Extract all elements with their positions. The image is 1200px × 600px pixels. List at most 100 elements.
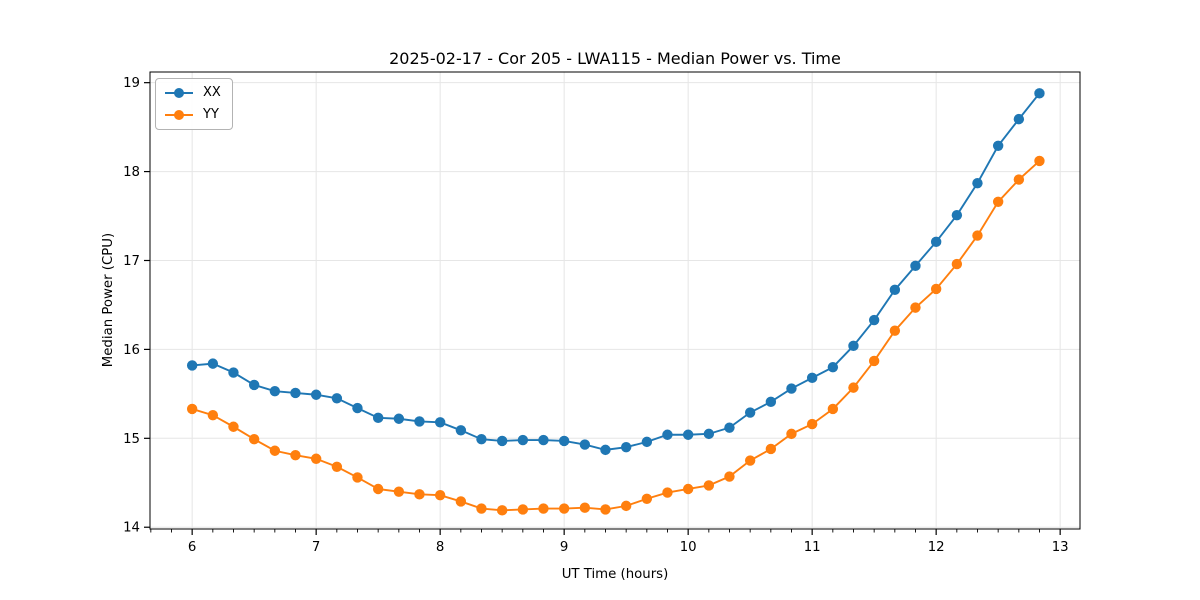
- data-point: [228, 421, 239, 432]
- data-point: [641, 493, 653, 504]
- data-point: [290, 450, 301, 461]
- data-point: [641, 436, 653, 448]
- data-point: [662, 429, 673, 440]
- data-point: [352, 402, 363, 414]
- data-point: [290, 387, 301, 399]
- data-point: [269, 445, 281, 456]
- data-point: [434, 490, 446, 501]
- x-tick-label: 9: [560, 540, 568, 555]
- data-point: [414, 489, 425, 500]
- data-point: [868, 355, 880, 367]
- data-point: [806, 418, 818, 430]
- x-tick-label: 12: [928, 540, 945, 555]
- data-point: [207, 358, 219, 369]
- data-point: [889, 284, 901, 296]
- data-point: [910, 302, 921, 313]
- data-point: [848, 382, 859, 393]
- data-point: [951, 209, 963, 221]
- legend-label-xx: XX: [203, 85, 221, 100]
- data-point: [744, 407, 756, 418]
- data-point: [620, 500, 632, 512]
- data-point: [600, 504, 611, 515]
- data-point: [248, 379, 260, 391]
- data-point: [827, 361, 839, 373]
- data-point: [786, 383, 797, 394]
- data-point: [414, 416, 425, 427]
- data-point: [682, 483, 694, 495]
- x-tick-label: 6: [188, 540, 196, 555]
- data-point: [558, 503, 570, 514]
- data-point: [517, 504, 529, 515]
- data-point: [1013, 113, 1025, 125]
- data-point: [538, 434, 549, 446]
- data-point: [393, 486, 405, 497]
- data-point: [930, 236, 942, 248]
- data-point: [352, 472, 363, 483]
- series-xx: [186, 88, 1045, 456]
- data-point: [992, 140, 1004, 151]
- x-tick-label: 13: [1052, 540, 1069, 555]
- data-point: [372, 483, 384, 495]
- x-tick-label: 11: [804, 540, 821, 555]
- data-point: [434, 417, 446, 428]
- data-point: [620, 442, 632, 453]
- x-tick-label: 10: [680, 540, 697, 555]
- series-yy: [186, 155, 1045, 516]
- legend-dot: [174, 88, 184, 98]
- data-point: [496, 435, 508, 447]
- data-point: [186, 403, 198, 415]
- data-point: [517, 434, 529, 446]
- data-point: [930, 283, 942, 295]
- data-point: [724, 422, 735, 433]
- data-point: [703, 428, 715, 440]
- data-point: [248, 434, 260, 445]
- x-tick-label: 7: [312, 540, 320, 555]
- legend-entry-yy: YY: [163, 105, 221, 125]
- data-point: [972, 177, 983, 189]
- data-point: [331, 461, 343, 472]
- data-point: [1013, 174, 1025, 185]
- y-tick-label: 16: [123, 343, 140, 358]
- data-point: [848, 340, 859, 352]
- legend-marker-yy: [165, 110, 193, 120]
- data-point: [538, 503, 549, 514]
- data-point: [579, 502, 591, 513]
- data-point: [662, 487, 673, 498]
- data-point: [682, 429, 694, 440]
- data-point: [1034, 88, 1045, 99]
- data-point: [765, 443, 777, 455]
- data-point: [372, 412, 384, 424]
- data-point: [476, 434, 487, 445]
- data-point: [889, 325, 901, 336]
- data-point: [992, 196, 1004, 208]
- y-axis-label: Median Power (CPU): [101, 233, 116, 367]
- chart-title: 2025-02-17 - Cor 205 - LWA115 - Median P…: [389, 49, 841, 68]
- data-point: [972, 230, 983, 241]
- data-point: [476, 503, 487, 514]
- tick-labels: 6 7 8 9 10 11 12 13 14 15 16 17 18 19: [123, 76, 1069, 555]
- data-point: [765, 396, 777, 408]
- data-point: [724, 471, 735, 482]
- data-point: [558, 435, 570, 447]
- data-point: [393, 413, 405, 424]
- data-point: [455, 425, 467, 436]
- data-point: [910, 260, 921, 272]
- gridlines: [150, 72, 1080, 529]
- data-point: [331, 393, 343, 404]
- y-tick-label: 18: [123, 165, 140, 180]
- legend-entry-xx: XX: [163, 83, 221, 103]
- data-point: [579, 439, 591, 450]
- data-point: [806, 372, 818, 384]
- data-point: [207, 409, 219, 421]
- data-point: [496, 505, 508, 516]
- data-point: [310, 389, 322, 400]
- data-point: [703, 480, 715, 491]
- plot-border: [149, 71, 1081, 530]
- legend-marker-xx: [165, 88, 193, 98]
- data-point: [228, 367, 239, 378]
- y-tick-label: 14: [123, 521, 140, 536]
- data-point: [1034, 155, 1045, 167]
- x-axis-label: UT Time (hours): [562, 567, 669, 582]
